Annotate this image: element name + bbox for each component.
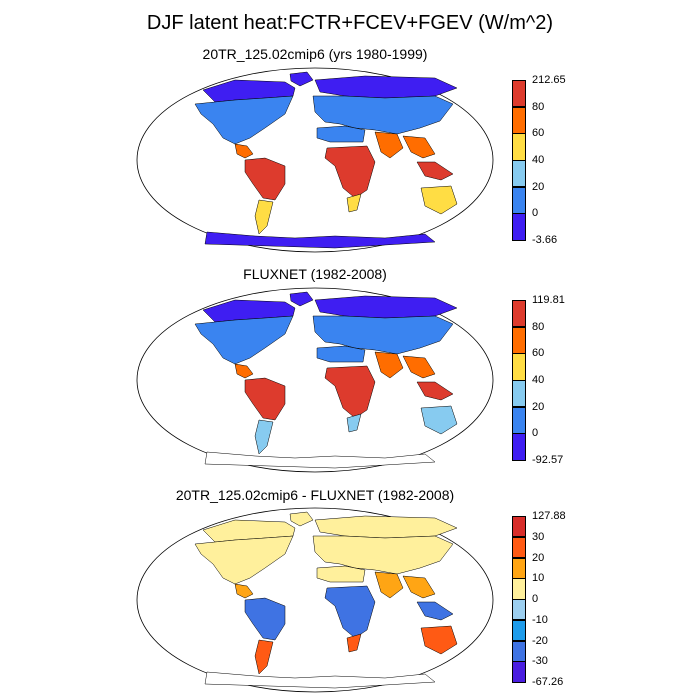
colorbar-difference: 127.88 30 20 10 0 -10 -20 -30 -67.26	[512, 516, 592, 682]
figure-title: DJF latent heat:FCTR+FCEV+FGEV (W/m^2)	[0, 12, 700, 35]
colorbar-label: 0	[532, 427, 538, 439]
colorbar-fluxnet: 119.81 80 60 40 20 0 -92.57	[512, 300, 592, 460]
map-fluxnet	[135, 286, 495, 474]
colorbar-swatch	[512, 353, 526, 380]
colorbar-swatch	[512, 558, 526, 579]
colorbar-label: 127.88	[532, 510, 566, 522]
colorbar-swatch	[512, 213, 526, 240]
colorbar-label: 20	[532, 181, 544, 193]
map-border	[137, 508, 493, 692]
colorbar-swatch	[512, 327, 526, 354]
colorbar-label: -20	[532, 635, 548, 647]
colorbar-swatch	[512, 537, 526, 558]
colorbar-label: 80	[532, 101, 544, 113]
colorbar-label: -30	[532, 655, 548, 667]
colorbar-label: 40	[532, 154, 544, 166]
colorbar-swatch	[512, 661, 526, 682]
colorbar-label: 60	[532, 347, 544, 359]
colorbar-label: -10	[532, 614, 548, 626]
land-region-arctic-1	[315, 296, 457, 318]
map-border	[137, 288, 493, 472]
colorbar-swatch	[512, 380, 526, 407]
colorbar-label: 0	[532, 593, 538, 605]
panel-title-difference: 20TR_125.02cmip6 - FLUXNET (1982-2008)	[135, 487, 495, 503]
colorbar-label: 20	[532, 401, 544, 413]
colorbar-swatch	[512, 620, 526, 641]
colorbar-swatch	[512, 133, 526, 160]
map-difference	[135, 506, 495, 694]
colorbar-swatch	[512, 578, 526, 599]
colorbar-label: 212.65	[532, 74, 566, 86]
land-region-north-land-2	[317, 566, 365, 582]
colorbar-swatch	[512, 187, 526, 214]
land-region-north-land-2	[317, 126, 365, 142]
panel-title-fluxnet: FLUXNET (1982-2008)	[135, 266, 495, 282]
colorbar-swatch	[512, 433, 526, 460]
land-region-arctic-1	[315, 516, 457, 538]
colorbar-swatch	[512, 300, 526, 327]
colorbar-swatch	[512, 107, 526, 134]
panel-title-model: 20TR_125.02cmip6 (yrs 1980-1999)	[135, 46, 495, 62]
colorbar-label: 80	[532, 321, 544, 333]
colorbar-swatch	[512, 641, 526, 662]
colorbar-label: -67.26	[532, 676, 563, 688]
colorbar-swatch	[512, 407, 526, 434]
land-region-arctic-1	[315, 76, 457, 98]
colorbar-label: 30	[532, 531, 544, 543]
map-border	[137, 68, 493, 252]
colorbar-label: -3.66	[532, 234, 557, 246]
colorbar-label: 10	[532, 572, 544, 584]
colorbar-label: 40	[532, 374, 544, 386]
land-region-north-land-2	[317, 346, 365, 362]
colorbar-swatch	[512, 516, 526, 537]
colorbar-label: 0	[532, 207, 538, 219]
colorbar-swatch	[512, 80, 526, 107]
colorbar-label: 20	[532, 552, 544, 564]
colorbar-swatch	[512, 160, 526, 187]
colorbar-label: 60	[532, 127, 544, 139]
colorbar-label: 119.81	[532, 294, 565, 306]
colorbar-model: 212.65 80 60 40 20 0 -3.66	[512, 80, 592, 240]
colorbar-swatch	[512, 599, 526, 620]
colorbar-label: -92.57	[532, 454, 563, 466]
map-model	[135, 66, 495, 254]
